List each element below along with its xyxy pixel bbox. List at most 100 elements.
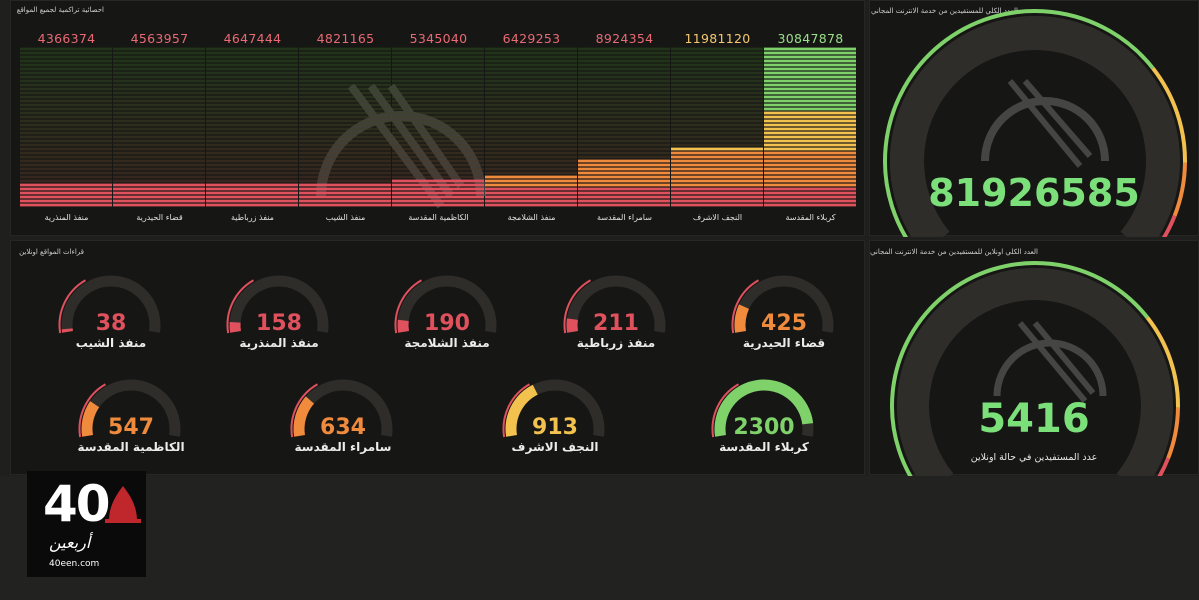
bar-segment: [299, 91, 391, 95]
bar-segment: [764, 51, 856, 55]
bar-segment: [113, 75, 205, 79]
bar-segment: [671, 107, 763, 111]
bar-segment: [113, 191, 205, 195]
bar-segment: [764, 99, 856, 103]
bar-segment: [392, 91, 484, 95]
bar-segment: [299, 107, 391, 111]
bar-segment: [20, 163, 112, 167]
bar-value-label: 11981120: [684, 31, 751, 46]
bar-segment: [299, 63, 391, 67]
site-gauge-label: سامراء المقدسة: [294, 440, 392, 454]
gauge-threshold: [1172, 162, 1187, 217]
site-gauge-label: منفذ زرباطية: [576, 336, 656, 350]
bar-segment: [20, 115, 112, 119]
bar-segment: [671, 103, 763, 107]
bar-segment: [485, 119, 577, 123]
bar-segment: [392, 111, 484, 115]
bar-segment: [206, 67, 298, 71]
bar-segment: [578, 55, 670, 59]
gauge-threshold: [1151, 67, 1187, 163]
bar-segment: [578, 179, 670, 183]
bar-segment: [671, 63, 763, 67]
bar-segment: [485, 163, 577, 167]
bar-segment: [20, 183, 112, 187]
bar-segment: [578, 111, 670, 115]
bar-segment: [671, 179, 763, 183]
site-gauge-arc: [290, 379, 393, 438]
site-gauge-arc: [711, 379, 814, 438]
bar-segment: [392, 131, 484, 135]
bar-segment: [20, 99, 112, 103]
bar-segment: [764, 67, 856, 71]
bar-segment: [578, 147, 670, 151]
bar-segment: [485, 143, 577, 147]
bar-segment: [20, 147, 112, 151]
bar-segment: [299, 143, 391, 147]
bar-segment: [578, 127, 670, 131]
bar-segment: [485, 175, 577, 179]
bar-segment: [299, 119, 391, 123]
gauge-threshold: [1157, 457, 1170, 476]
bar-segment: [764, 159, 856, 163]
site-gauge-arc: [563, 275, 666, 334]
bar-segment: [113, 175, 205, 179]
bar-segment: [206, 167, 298, 171]
site-logo[interactable]: 40 أربعين 40een.com: [27, 471, 146, 577]
logo-url: 40een.com: [49, 559, 100, 569]
bar-segment: [206, 191, 298, 195]
bar-segment: [20, 187, 112, 191]
gauge-threshold: [290, 383, 318, 438]
bar-segment: [113, 107, 205, 111]
site-gauge-label: منفذ الشلامجة: [404, 336, 490, 350]
site-gauge-label: النجف الاشرف: [511, 440, 599, 454]
bar-segment: [578, 139, 670, 143]
bar-segment: [299, 187, 391, 191]
bar-segment: [485, 83, 577, 87]
bar-segment: [671, 71, 763, 75]
bar-segment: [764, 203, 856, 207]
bar-segment: [764, 47, 856, 51]
bar-segment: [206, 183, 298, 187]
site-gauge-label: منفذ الشيب: [75, 336, 147, 350]
bar-segment: [578, 75, 670, 79]
bar-segment: [206, 51, 298, 55]
bar-segment: [206, 71, 298, 75]
panel-title: العدد الكلي اونلاين للمستفيدين من خدمة ا…: [870, 248, 1038, 256]
bar-segment: [299, 175, 391, 179]
gauge-threshold: [883, 9, 1155, 237]
bar-segment: [206, 79, 298, 83]
site-gauge-value: 211: [593, 311, 639, 336]
bar-segment: [392, 103, 484, 107]
bar-segment: [392, 99, 484, 103]
site-gauge-label: الكاظمية المقدسة: [77, 440, 185, 454]
bar-segment: [392, 67, 484, 71]
bar-segment: [485, 159, 577, 163]
bar-segment: [578, 143, 670, 147]
online-gauge: [890, 261, 1180, 476]
bar-segment: [671, 87, 763, 91]
bar-segment: [113, 67, 205, 71]
panel-title: احصائية تراكمية لجميع المواقع: [16, 6, 104, 14]
bar-segment: [113, 155, 205, 159]
bar-segment: [299, 51, 391, 55]
bar-segment: [20, 75, 112, 79]
gauge-threshold: [1166, 407, 1180, 460]
bar-segment: [20, 123, 112, 127]
bar-segment: [206, 87, 298, 91]
bar-segment: [485, 187, 577, 191]
site-gauge-value: 634: [320, 415, 366, 440]
site-gauge-value: 2300: [733, 415, 795, 440]
bar-segment: [485, 183, 577, 187]
bar-segment: [392, 115, 484, 119]
gauge-threshold: [731, 279, 759, 334]
bar-segment: [392, 135, 484, 139]
bar-segment: [299, 99, 391, 103]
bar-segment: [671, 155, 763, 159]
bar-segment: [578, 71, 670, 75]
bar-category-label: منفذ الشيب: [325, 213, 366, 222]
bar-segment: [764, 71, 856, 75]
bar-segment: [299, 131, 391, 135]
bar-segment: [392, 171, 484, 175]
bar-segment: [113, 51, 205, 55]
bar-segment: [113, 163, 205, 167]
